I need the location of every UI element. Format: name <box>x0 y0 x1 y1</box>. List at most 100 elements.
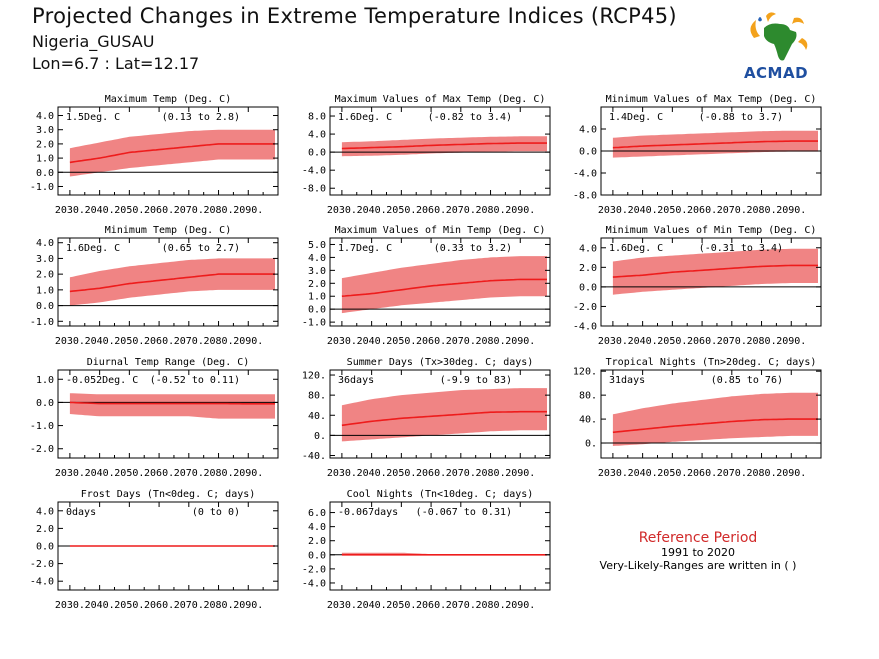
y-tick-label: 4.0 <box>579 243 597 254</box>
x-tick-label: 2080. <box>203 468 233 479</box>
y-tick-label: 40. <box>308 411 326 422</box>
median-line <box>69 143 275 164</box>
x-tick-label: 2070. <box>717 468 747 479</box>
x-tick-label: 2050. <box>386 336 416 347</box>
y-tick-label: -4.0 <box>30 577 54 588</box>
x-tick-label: 2050. <box>114 468 144 479</box>
x-tick-label: 2040. <box>357 468 387 479</box>
panel-title: Frost Days (Tn<0deg. C; days) <box>81 489 256 500</box>
x-tick-label: 2030. <box>55 336 85 347</box>
y-tick-label: 0. <box>585 439 597 450</box>
x-tick-label: 2060. <box>687 205 717 216</box>
x-tick-label: 2050. <box>657 205 687 216</box>
x-tick-label: 2070. <box>717 336 747 347</box>
chart-panel-tr: 2030. 2040. 2050. 2060. 2070. 2080. 2090. 0. 40.… <box>573 357 822 479</box>
africa-shape <box>764 23 797 61</box>
chart-panel-su: 2030. 2040. 2050. 2060. 2070. 2080. 2090. -40. 0… <box>302 357 551 479</box>
y-tick-label: -4.0 <box>302 166 326 177</box>
y-tick-label: 4.0 <box>308 130 326 141</box>
y-tick-label: -1.0 <box>30 182 54 193</box>
y-tick-label: -40. <box>302 451 326 462</box>
x-tick-label: 2090. <box>505 468 535 479</box>
x-tick-label: 2040. <box>85 468 115 479</box>
x-tick-label: 2070. <box>174 468 204 479</box>
y-tick-label: -2.0 <box>573 302 597 313</box>
x-tick-label: 2080. <box>746 336 776 347</box>
x-tick-label: 2060. <box>416 336 446 347</box>
x-tick-label: 2060. <box>144 205 174 216</box>
x-tick-label: 2050. <box>114 205 144 216</box>
x-tick-label: 2060. <box>416 600 446 611</box>
x-tick-label: 2070. <box>446 600 476 611</box>
y-tick-label: -4.0 <box>573 322 597 333</box>
panel-title: Tropical Nights (Tn>20deg. C; days) <box>606 357 817 368</box>
logo-text: ACMAD <box>743 64 809 82</box>
x-tick-label: 2080. <box>746 468 776 479</box>
y-tick-label: 4.0 <box>579 125 597 136</box>
x-tick-label: 2030. <box>55 600 85 611</box>
y-tick-label: -2.0 <box>30 559 54 570</box>
panel-median-value: 0days <box>66 507 96 518</box>
x-tick-label: 2050. <box>114 600 144 611</box>
panel-range: (-0.88 to 3.7) <box>699 112 783 123</box>
panel-median-value: 31days <box>609 375 645 386</box>
panel-range: (0.13 to 2.8) <box>162 112 240 123</box>
y-tick-label: 0.0 <box>36 542 54 553</box>
y-tick-label: 80. <box>308 391 326 402</box>
y-tick-label: 2.0 <box>36 139 54 150</box>
y-tick-label: 0.0 <box>308 305 326 316</box>
chart-panel-tnx: 2030. 2040. 2050. 2060. 2070. 2080. 2090. -1.0 0… <box>302 225 551 347</box>
x-tick-label: 2040. <box>357 336 387 347</box>
y-tick-label: 4.0 <box>36 111 54 122</box>
panel-range: (0.33 to 3.2) <box>434 243 512 254</box>
x-tick-label: 2070. <box>174 336 204 347</box>
panel-median-value: 1.7Deg. C <box>338 243 392 254</box>
x-tick-label: 2060. <box>144 336 174 347</box>
y-tick-label: -1.0 <box>30 421 54 432</box>
chart-panel-dtr: 2030. 2040. 2050. 2060. 2070. 2080. 2090. -2.0 -… <box>30 357 279 479</box>
y-tick-label: 2.0 <box>36 524 54 535</box>
x-tick-label: 2040. <box>85 205 115 216</box>
median-line <box>612 264 818 278</box>
location-label: Nigeria_GUSAU <box>32 32 155 51</box>
x-tick-label: 2060. <box>416 468 446 479</box>
y-tick-label: 2.0 <box>308 536 326 547</box>
figure-title: Projected Changes in Extreme Temperature… <box>32 4 677 28</box>
x-tick-label: 2050. <box>114 336 144 347</box>
x-tick-label: 2070. <box>446 468 476 479</box>
plot-frame <box>57 369 279 459</box>
x-tick-label: 2070. <box>446 336 476 347</box>
x-tick-label: 2090. <box>776 468 806 479</box>
y-tick-label: -8.0 <box>302 184 326 195</box>
reference-period: 1991 to 2020 <box>660 546 736 559</box>
plot-frame <box>57 106 279 196</box>
plot-frame <box>329 237 551 327</box>
y-tick-label: 0.0 <box>308 148 326 159</box>
y-tick-label: 0.0 <box>308 550 326 561</box>
plot-frame <box>329 106 551 196</box>
x-tick-label: 2050. <box>657 336 687 347</box>
panel-range: (0.65 to 2.7) <box>162 243 240 254</box>
x-tick-label: 2070. <box>174 600 204 611</box>
median-line <box>341 142 547 150</box>
median-line <box>341 278 547 297</box>
range-band <box>69 129 276 177</box>
coordinates-label: Lon=6.7 : Lat=12.17 <box>32 54 200 73</box>
x-tick-label: 2060. <box>687 336 717 347</box>
panel-median-value: 1.6Deg. C <box>338 112 392 123</box>
range-band <box>612 392 818 446</box>
chart-panel-txn: 2030. 2040. 2050. 2060. 2070. 2080. 2090. -8.0 -… <box>573 94 822 216</box>
y-tick-label: 4.0 <box>36 238 54 249</box>
panel-median-value: -0.052Deg. C <box>66 375 138 386</box>
water-drop-icon <box>758 17 762 22</box>
panel-range: (-0.067 to 0.31) <box>416 507 512 518</box>
y-tick-label: 40. <box>579 415 597 426</box>
x-tick-label: 2060. <box>687 468 717 479</box>
x-tick-label: 2080. <box>475 205 505 216</box>
panel-title: Minimum Temp (Deg. C) <box>105 225 231 236</box>
plot-frame <box>329 369 551 459</box>
y-tick-label: -8.0 <box>573 191 597 202</box>
x-tick-label: 2090. <box>233 600 263 611</box>
y-tick-label: 1.0 <box>36 375 54 386</box>
